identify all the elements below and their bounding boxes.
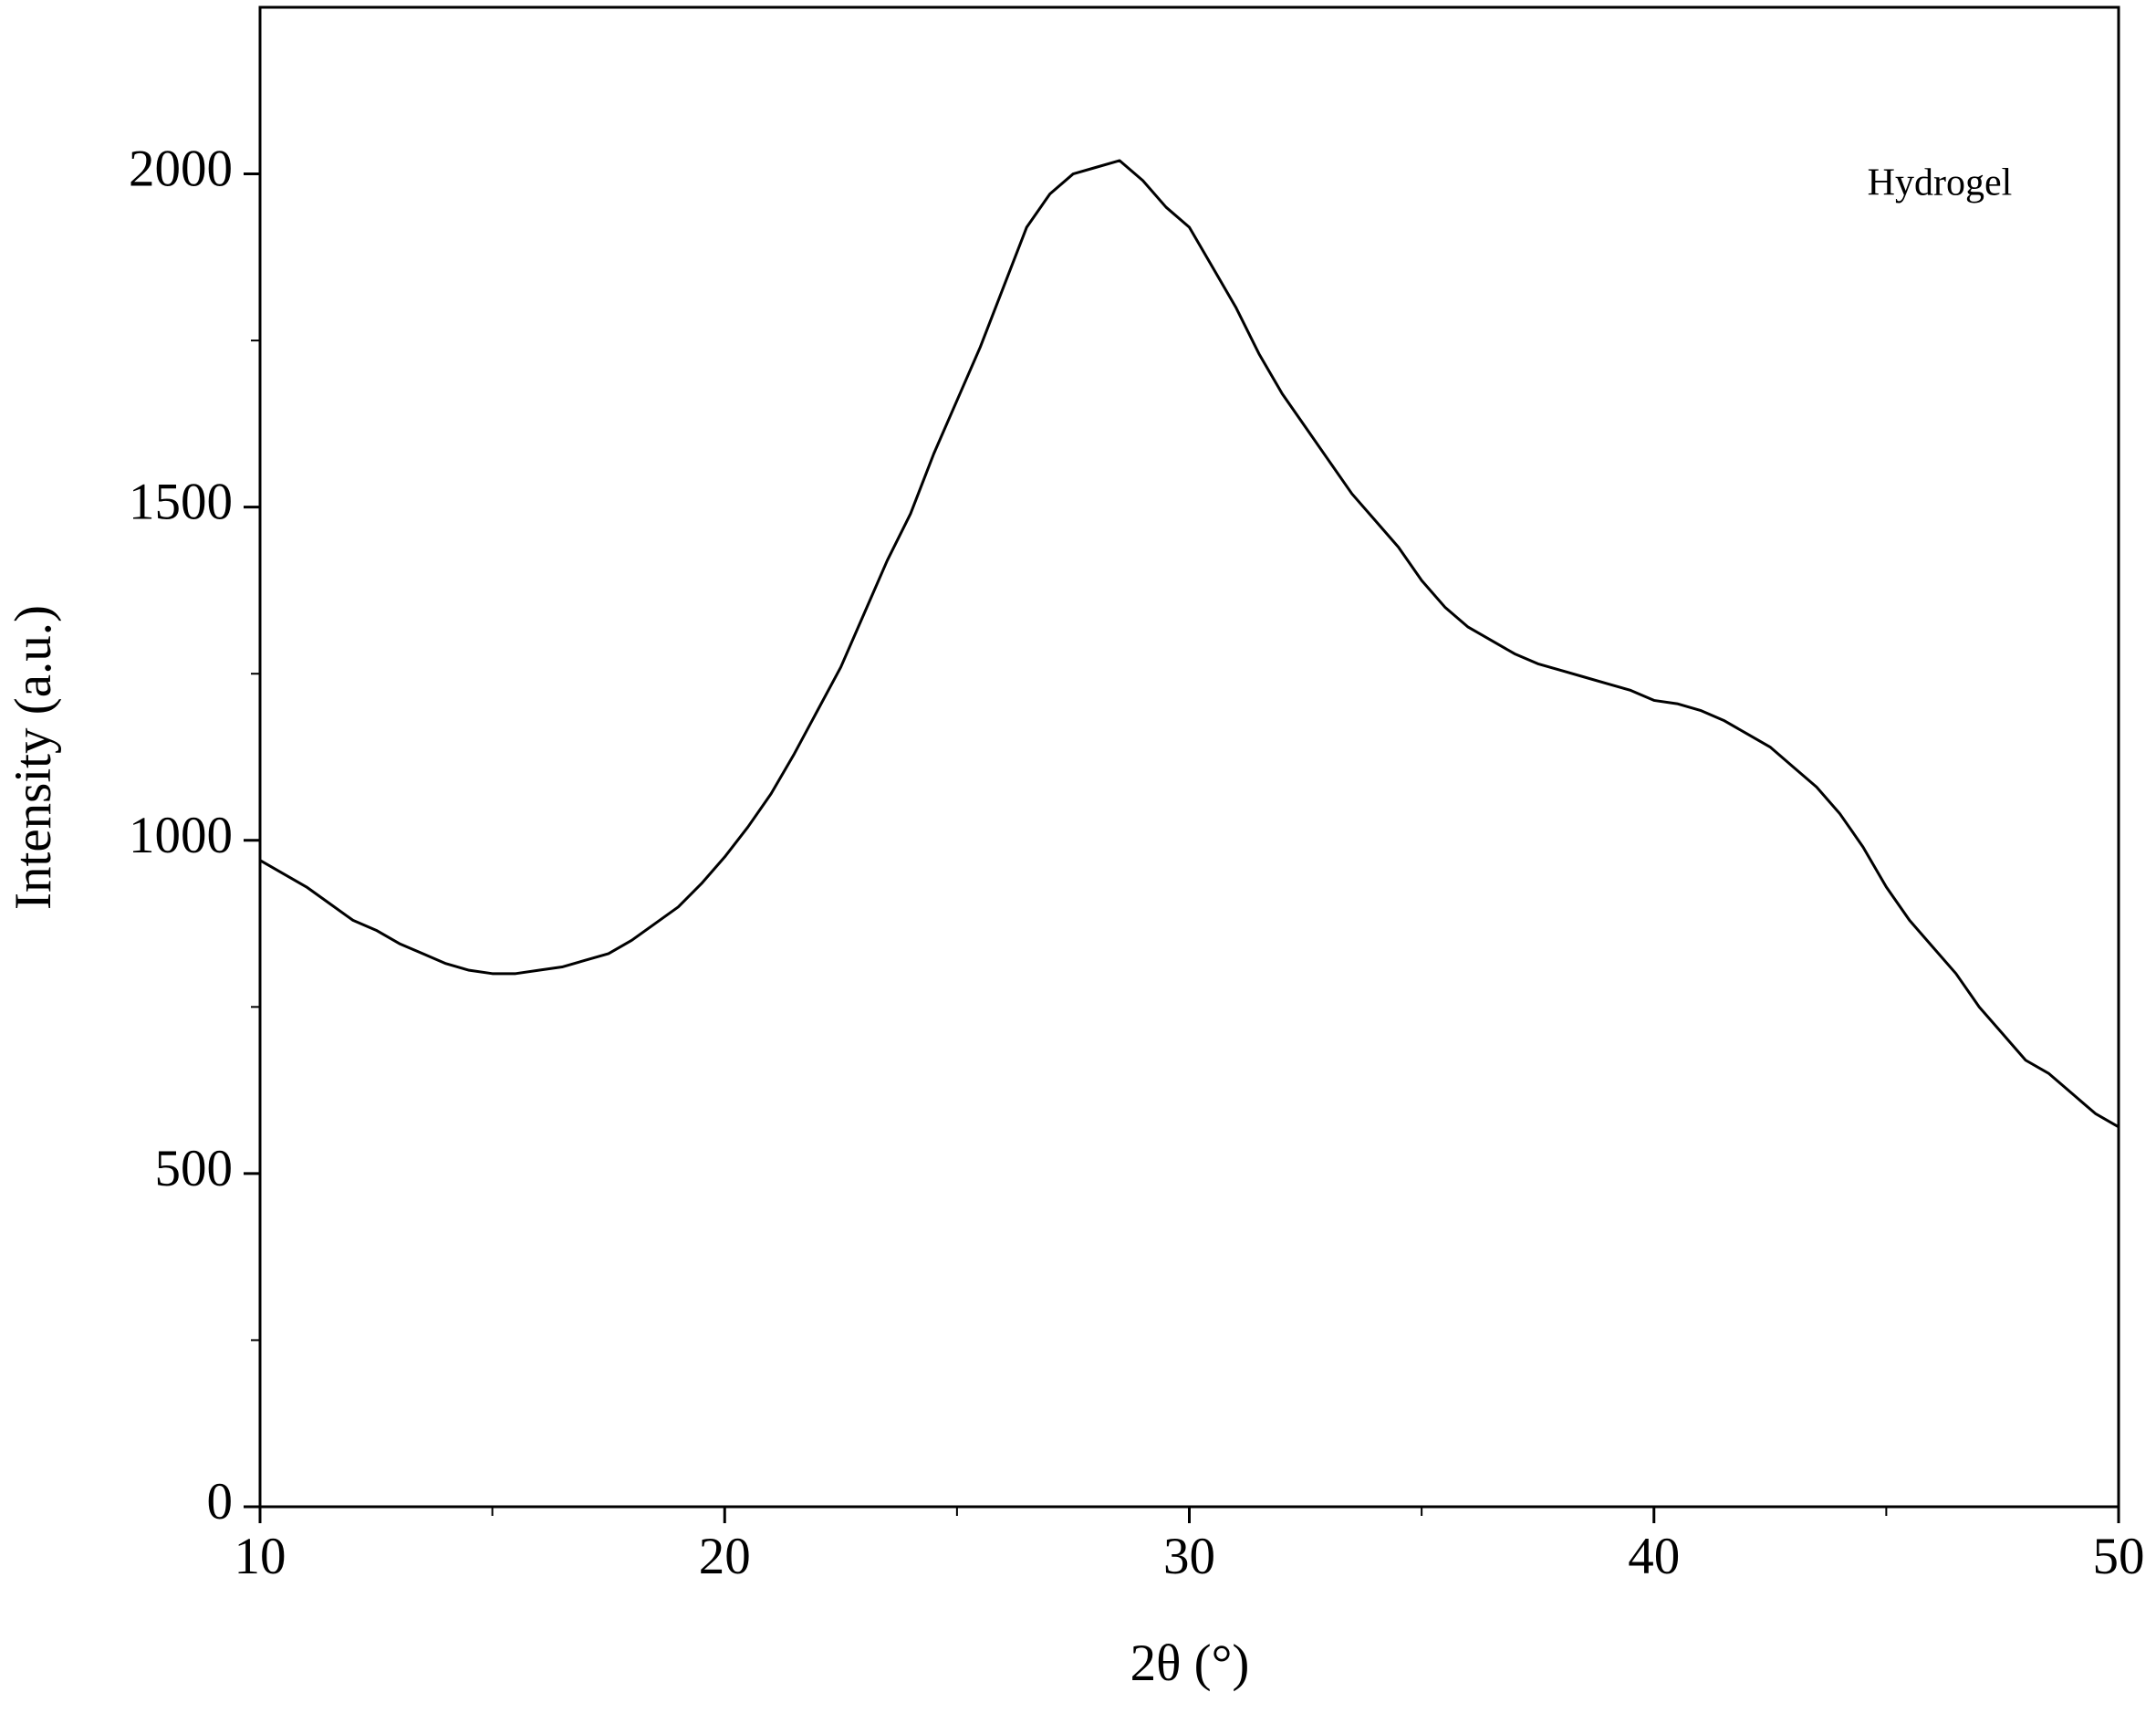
y-tick-label: 1000 [129,807,233,864]
x-axis-label: 2θ (°) [1130,1635,1250,1692]
y-axis-label: Intensity (a.u.) [5,605,62,910]
plot-frame [258,5,2120,1509]
x-tick-label: 10 [234,1528,286,1585]
y-tick-label: 2000 [129,141,233,198]
y-tick-label: 0 [207,1473,234,1530]
x-tick-label: 50 [2093,1528,2145,1585]
x-tick-label: 20 [699,1528,751,1585]
x-tick-label: 30 [1163,1528,1215,1585]
y-tick-label: 1500 [129,474,233,531]
x-tick-label: 40 [1628,1528,1680,1585]
y-tick-label: 500 [155,1140,234,1197]
data-line [259,159,2120,1129]
annotation: Hydrogel [1868,162,2013,204]
